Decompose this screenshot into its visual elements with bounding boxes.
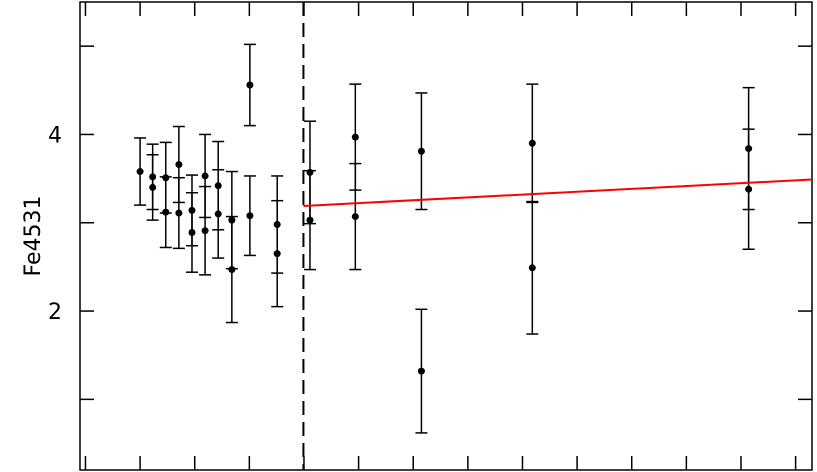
data-point	[214, 210, 222, 218]
data-point	[201, 227, 209, 235]
data-point	[351, 133, 359, 141]
data-point	[528, 264, 536, 272]
data-point	[246, 212, 254, 220]
data-point	[351, 213, 359, 221]
data-point	[136, 168, 144, 176]
data-point	[228, 266, 236, 274]
data-point	[162, 208, 170, 216]
data-point	[745, 185, 753, 193]
data-point	[175, 160, 183, 168]
fit-line	[303, 178, 813, 207]
data-point	[273, 250, 281, 258]
data-point	[417, 367, 425, 375]
data-point	[175, 209, 183, 217]
data-point	[201, 172, 209, 180]
data-point	[246, 81, 254, 89]
data-point	[528, 139, 536, 147]
y-tick-label: 2	[48, 300, 62, 325]
y-axis-label: Fe4531	[21, 196, 46, 277]
y-tick-label: 4	[48, 123, 62, 148]
data-point	[306, 216, 314, 224]
plot-frame	[79, 1, 813, 471]
data-point	[188, 228, 196, 236]
data-point	[149, 183, 157, 191]
data-point	[417, 147, 425, 155]
